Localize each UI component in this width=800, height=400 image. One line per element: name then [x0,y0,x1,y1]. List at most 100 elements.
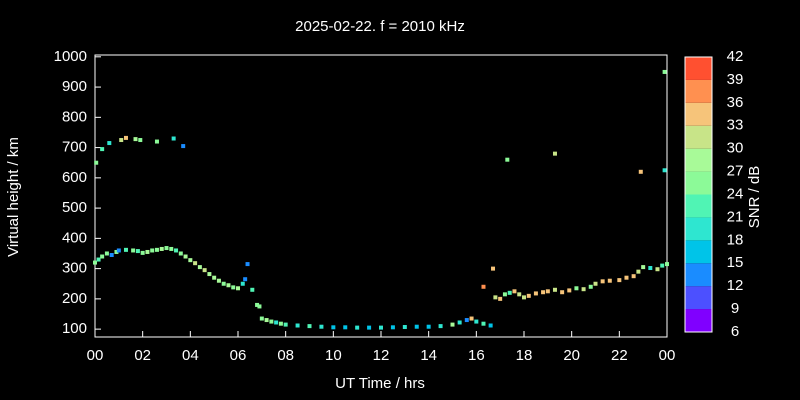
colorbar-tick-label: 33 [727,117,744,134]
colorbar-block [685,263,712,287]
x-tick-label: 16 [468,347,485,364]
y-tick-label: 800 [62,108,87,125]
data-point [212,275,217,280]
colorbar-tick-label: 27 [727,163,744,180]
data-point [488,323,493,328]
x-tick-label: 10 [325,347,342,364]
y-tick-label: 500 [62,199,87,216]
colorbar-frame [684,56,713,333]
data-point [183,254,188,259]
y-tick-label: 900 [62,78,87,95]
colorbar-block [685,309,712,332]
data-point [100,254,105,259]
data-point [319,324,324,329]
data-point [116,248,121,253]
data-point [264,318,269,323]
data-point [560,290,565,295]
data-point [491,266,496,271]
data-point [541,290,546,295]
data-point [402,325,407,330]
data-point [493,295,498,300]
colorbar-tick-label: 24 [727,185,744,202]
data-point [343,325,348,330]
data-point [517,292,522,297]
colorbar-block [685,102,712,126]
data-point [355,325,360,330]
data-point [145,249,150,254]
data-point [457,320,462,325]
colorbar-tick-label: 6 [731,323,739,340]
data-point [307,324,312,329]
data-point [426,324,431,329]
x-tick-label: 04 [182,347,199,364]
data-point [655,267,660,272]
colorbar-block [685,286,712,310]
data-point [138,138,143,143]
colorbar-block [685,217,712,241]
y-tick-label: 300 [62,260,87,277]
data-point [188,258,193,263]
data-point [257,304,262,309]
data-point [507,290,512,295]
plot-frame [94,54,668,338]
data-point [481,321,486,326]
data-point [178,251,183,256]
y-tick-label: 200 [62,290,87,307]
y-tick-label: 400 [62,229,87,246]
data-point [624,275,629,280]
data-point [100,147,105,152]
y-axis-label: Virtual height / km [5,137,22,257]
data-point [593,281,598,286]
data-point [169,246,174,251]
data-point [93,260,97,265]
data-point [104,251,109,256]
data-point [231,285,236,290]
x-tick-label: 02 [134,347,151,364]
data-point [109,253,114,258]
data-point [438,324,443,329]
data-point [367,325,372,330]
data-point [269,319,274,324]
colorbar-tick-label: 42 [727,48,744,65]
data-point [552,287,557,292]
x-tick-label: 00 [659,347,676,364]
colorbar-block [685,79,712,103]
data-point [283,322,288,327]
data-point [636,269,641,274]
data-point [174,248,179,253]
data-point [600,279,605,284]
data-point [481,284,486,289]
data-point [259,316,264,321]
colorbar-tick-label: 9 [731,300,739,317]
data-point [150,248,155,253]
data-point [567,288,572,293]
data-point [123,135,128,140]
data-point [522,295,526,300]
data-point [181,144,186,149]
y-tick-label: 100 [62,320,87,337]
colorbar-tick-label: 39 [727,71,744,88]
data-point [154,247,159,252]
x-tick-label: 14 [420,347,437,364]
data-point [607,278,612,283]
colorbar-tick-label: 18 [727,231,744,248]
data-point [638,169,643,174]
data-point [250,287,255,292]
data-point [131,248,136,253]
colorbar-tick-label: 12 [727,277,744,294]
data-point [552,151,557,156]
y-tick-label: 1000 [54,48,87,65]
data-point [94,160,99,165]
data-point [202,268,207,273]
data-point [164,246,169,251]
colorbar-block [685,194,712,218]
data-point [114,249,119,254]
data-point [526,293,531,298]
data-point [502,292,507,297]
data-point [216,278,221,283]
colorbar-block [685,148,712,172]
data-point [171,136,176,141]
colorbar-tick-label: 30 [727,140,744,157]
data-point [119,138,124,143]
colorbar-tick-label: 36 [727,94,744,111]
